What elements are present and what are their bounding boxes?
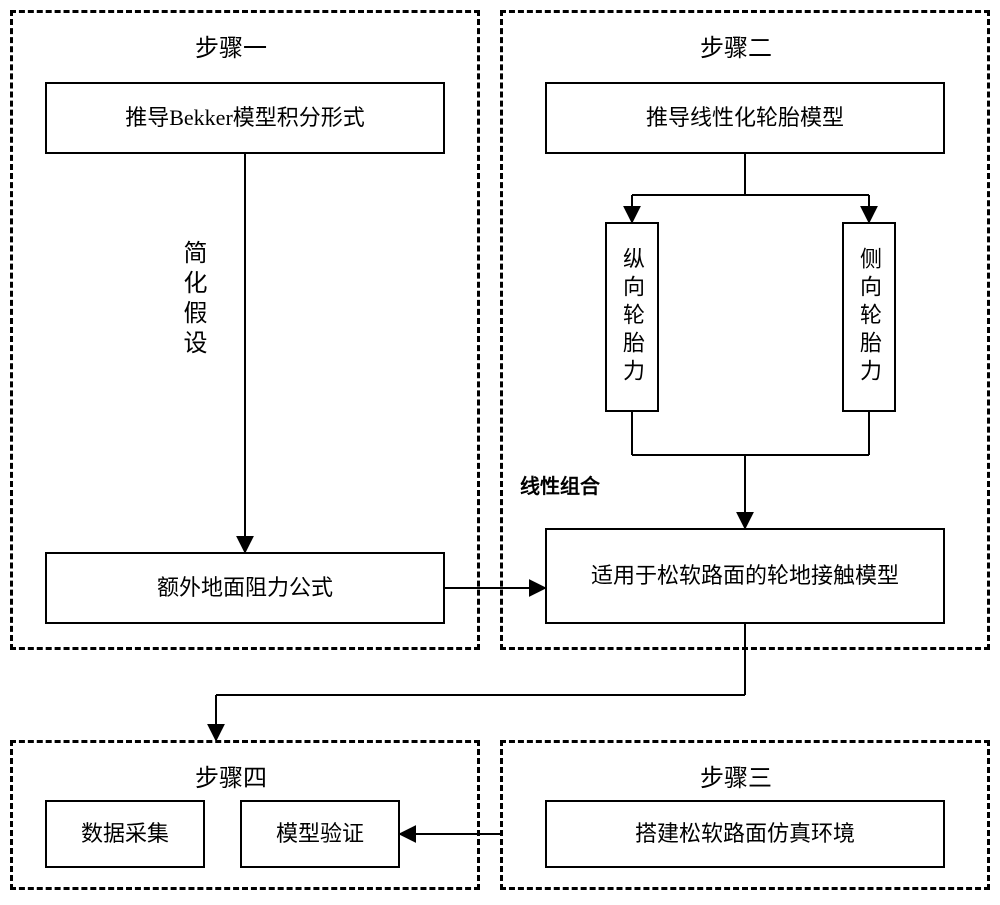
step-one-title: 步骤一 — [195, 28, 267, 63]
box-wheel-ground-contact: 适用于松软路面的轮地接触模型 — [545, 528, 945, 624]
label-linear-combination: 线性组合 — [520, 470, 600, 499]
step-four-title: 步骤四 — [195, 758, 267, 793]
box-ground-resistance: 额外地面阻力公式 — [45, 552, 445, 624]
step-two-title: 步骤二 — [700, 28, 772, 63]
box-model-validation: 模型验证 — [240, 800, 400, 868]
step-three-title: 步骤三 — [700, 758, 772, 793]
box-sim-environment: 搭建松软路面仿真环境 — [545, 800, 945, 868]
box-linear-tire-model: 推导线性化轮胎模型 — [545, 82, 945, 154]
box-bekker-model: 推导Bekker模型积分形式 — [45, 82, 445, 154]
box-lateral-tire-force: 侧向轮胎力 — [842, 222, 896, 412]
box-longitudinal-tire-force: 纵向轮胎力 — [605, 222, 659, 412]
label-simplify-assumption: 简化假设 — [175, 240, 210, 360]
diagram-canvas: 步骤一 步骤二 步骤三 步骤四 推导Bekker模型积分形式 额外地面阻力公式 … — [0, 0, 1000, 905]
box-data-collection: 数据采集 — [45, 800, 205, 868]
